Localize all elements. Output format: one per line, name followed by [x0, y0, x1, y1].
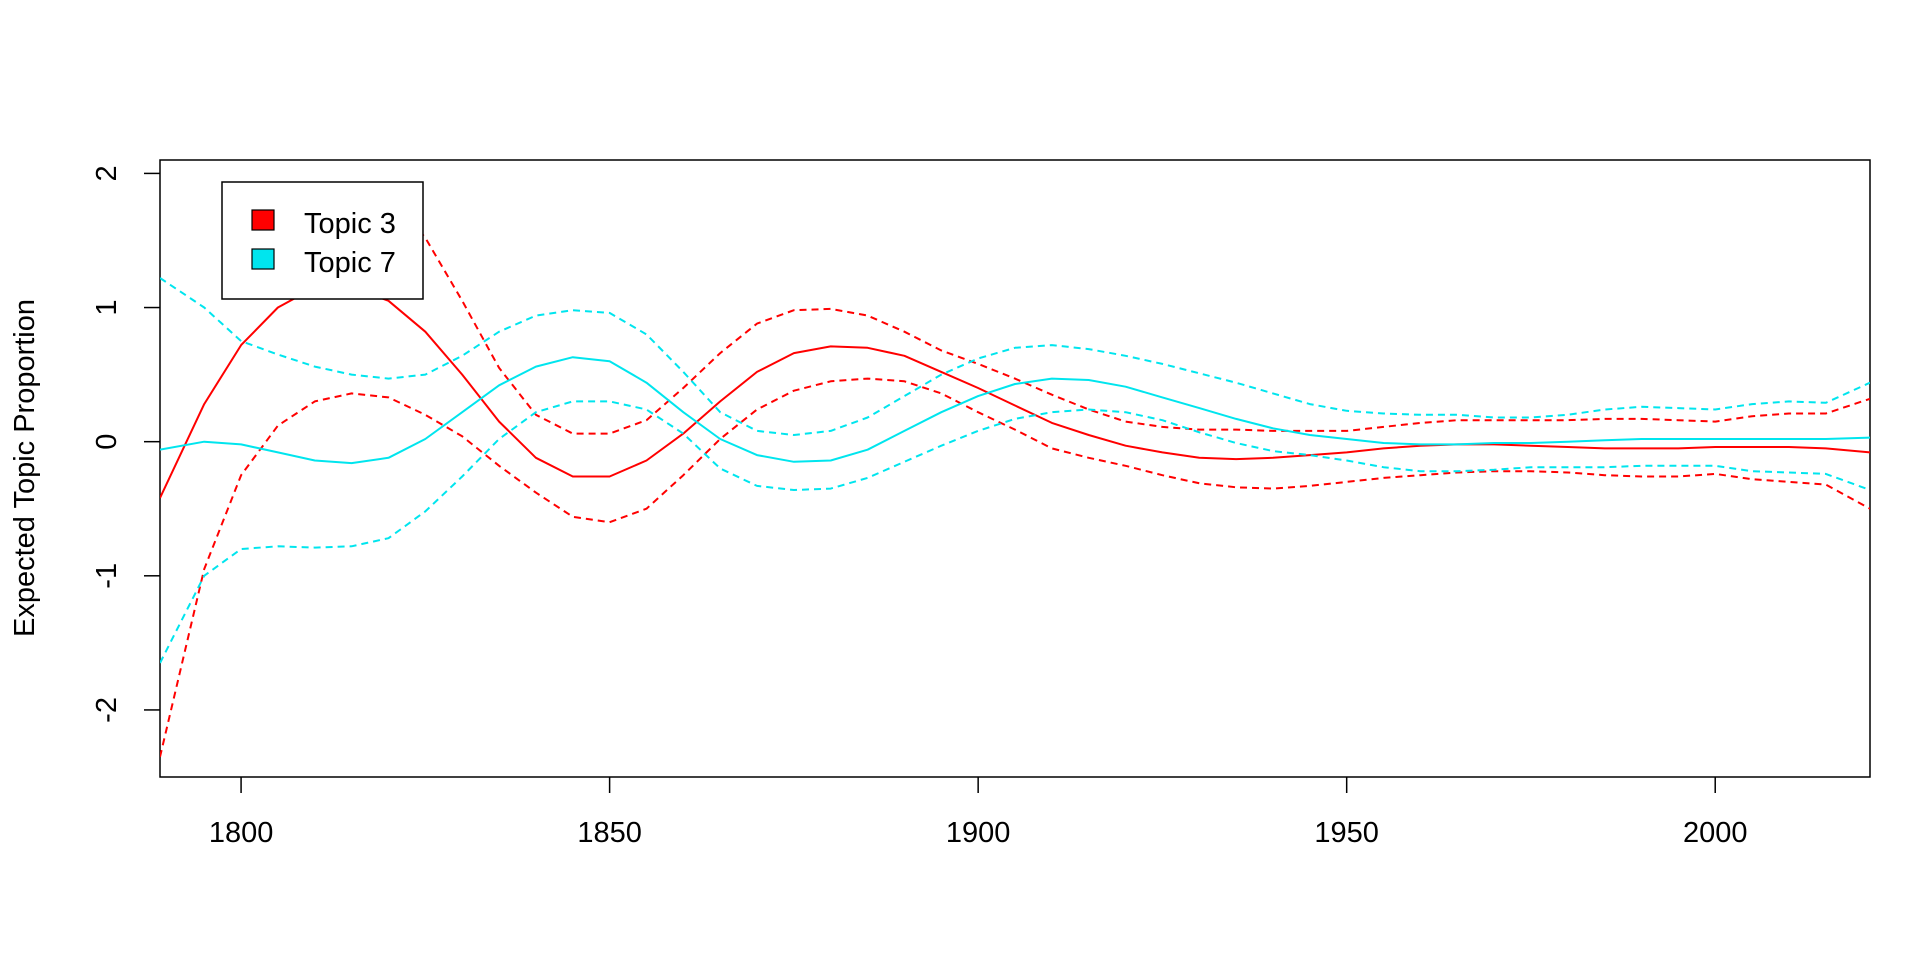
legend-box [221, 181, 424, 300]
y-axis-title: Expected Topic Proportion [9, 299, 41, 637]
y-axis: -2 -1 0 1 2 [91, 165, 160, 723]
series-topic-7-lower-line [160, 400, 1870, 664]
y-tick-label-3: 1 [91, 299, 123, 315]
legend-label-topic-7: Topic 7 [304, 247, 396, 279]
x-tick-label-1: 1850 [577, 817, 642, 849]
series-topic-7-upper-line [160, 277, 1870, 436]
legend-label-topic-3: Topic 3 [304, 208, 396, 240]
x-tick-label-3: 1950 [1314, 817, 1379, 849]
series-topic-3-mean-line [160, 286, 1870, 499]
x-tick-label-4: 2000 [1683, 817, 1748, 849]
x-tick-label-2: 1900 [946, 817, 1011, 849]
plot-frame [159, 159, 1871, 778]
y-tick-label-4: 2 [91, 165, 123, 181]
x-axis: 1800 1850 1900 1950 2000 [209, 777, 1748, 849]
y-tick-label-1: -1 [91, 563, 123, 589]
legend-swatch-topic-3 [251, 209, 275, 231]
series-layer [160, 192, 1870, 758]
series-topic-7-mean-line [160, 356, 1870, 465]
legend-swatch-topic-7 [251, 248, 275, 270]
series-topic-3-lower-line [160, 377, 1870, 758]
y-tick-label-0: -2 [91, 697, 123, 723]
legend: Topic 3 Topic 7 [221, 181, 424, 300]
series-topic-3-upper-line [387, 192, 1870, 435]
x-tick-label-0: 1800 [209, 817, 274, 849]
y-tick-label-2: 0 [91, 434, 123, 450]
